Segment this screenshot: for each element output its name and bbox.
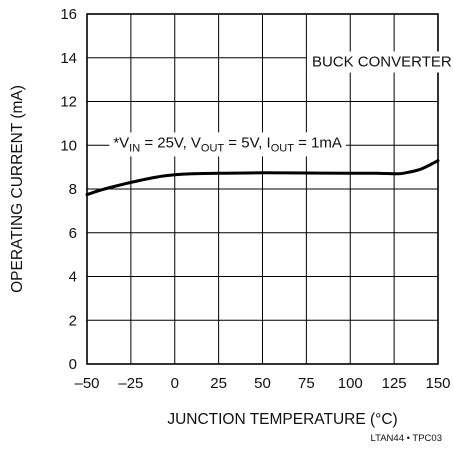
condition-subscript: IN bbox=[129, 142, 140, 154]
condition-part: = 25V, V bbox=[140, 134, 201, 151]
y-tick-label: 10 bbox=[60, 137, 77, 154]
y-tick-label: 8 bbox=[69, 181, 77, 198]
condition-part: *V bbox=[113, 134, 129, 151]
x-tick-labels: –50 –25 0 25 50 75 100 125 150 bbox=[74, 375, 450, 392]
y-axis-label: OPERATING CURRENT (mA) bbox=[9, 85, 26, 293]
x-tick-label: 25 bbox=[210, 375, 227, 392]
condition-label-bg bbox=[109, 132, 346, 157]
condition-label: *VIN = 25V, VOUT = 5V, IOUT = 1mA bbox=[113, 134, 342, 154]
buck-converter-label-bg bbox=[306, 51, 454, 73]
x-tick-label: –50 bbox=[74, 375, 99, 392]
condition-subscript: OUT bbox=[201, 142, 225, 154]
condition-part: = 5V, I bbox=[224, 134, 271, 151]
y-tick-label: 6 bbox=[69, 225, 77, 242]
x-tick-label: –25 bbox=[118, 375, 143, 392]
condition-part: = 1mA bbox=[294, 134, 342, 151]
buck-converter-label: BUCK CONVERTER bbox=[312, 54, 452, 71]
x-tick-label: 0 bbox=[171, 375, 179, 392]
x-axis-label: JUNCTION TEMPERATURE (°C) bbox=[167, 411, 397, 428]
figure-code: LTAN44 • TPC03 bbox=[371, 433, 442, 444]
y-tick-label: 4 bbox=[69, 269, 77, 286]
plot-frame bbox=[86, 13, 439, 365]
series-line bbox=[85, 159, 440, 196]
x-tick-label: 125 bbox=[382, 375, 407, 392]
x-tick-label: 150 bbox=[425, 375, 450, 392]
y-tick-label: 12 bbox=[60, 94, 77, 111]
x-tick-label: 75 bbox=[298, 375, 315, 392]
x-tick-label: 50 bbox=[254, 375, 271, 392]
y-tick-labels: 0 2 4 6 8 10 12 14 16 bbox=[60, 6, 77, 373]
y-tick-label: 0 bbox=[69, 356, 77, 373]
y-tick-label: 16 bbox=[60, 6, 77, 23]
condition-subscript: OUT bbox=[271, 142, 295, 154]
y-tick-label: 14 bbox=[60, 50, 77, 67]
y-tick-label: 2 bbox=[69, 312, 77, 329]
x-tick-label: 100 bbox=[338, 375, 363, 392]
